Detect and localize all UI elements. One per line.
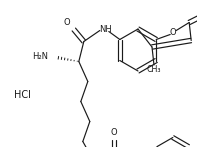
Text: CH₃: CH₃ [147,66,161,75]
Text: O: O [111,128,117,137]
Text: HCl: HCl [14,90,31,100]
Text: O: O [63,18,70,27]
Text: H₂N: H₂N [32,52,48,61]
Text: NH: NH [99,25,112,34]
Text: O: O [170,28,177,37]
